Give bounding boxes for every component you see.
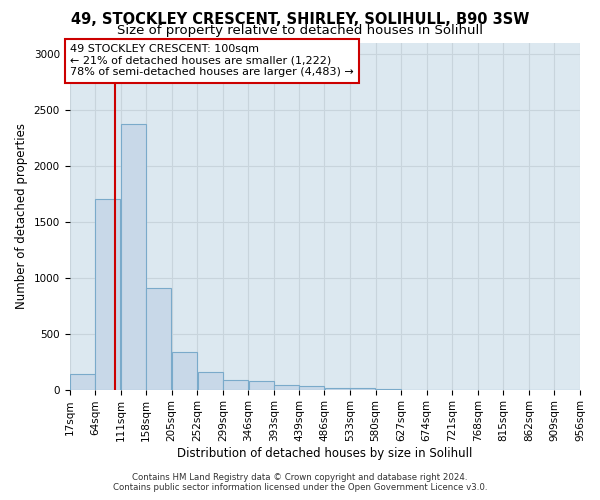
Y-axis label: Number of detached properties: Number of detached properties xyxy=(15,123,28,309)
Bar xyxy=(274,384,299,390)
Bar xyxy=(95,200,121,390)
Text: 49, STOCKLEY CRESCENT, SHIRLEY, SOLIHULL, B90 3SW: 49, STOCKLEY CRESCENT, SHIRLEY, SOLIHULL… xyxy=(71,12,529,28)
Bar xyxy=(121,124,146,390)
X-axis label: Distribution of detached houses by size in Solihull: Distribution of detached houses by size … xyxy=(177,447,472,460)
Bar xyxy=(70,374,95,390)
Bar xyxy=(197,372,223,390)
Bar xyxy=(172,352,197,390)
Text: 49 STOCKLEY CRESCENT: 100sqm
← 21% of detached houses are smaller (1,222)
78% of: 49 STOCKLEY CRESCENT: 100sqm ← 21% of de… xyxy=(70,44,354,78)
Bar xyxy=(223,380,248,390)
Bar xyxy=(325,388,350,390)
Text: Size of property relative to detached houses in Solihull: Size of property relative to detached ho… xyxy=(117,24,483,37)
Text: Contains HM Land Registry data © Crown copyright and database right 2024.
Contai: Contains HM Land Registry data © Crown c… xyxy=(113,473,487,492)
Bar xyxy=(248,381,274,390)
Bar xyxy=(299,386,324,390)
Bar xyxy=(376,389,401,390)
Bar xyxy=(146,288,172,390)
Bar xyxy=(350,388,376,390)
